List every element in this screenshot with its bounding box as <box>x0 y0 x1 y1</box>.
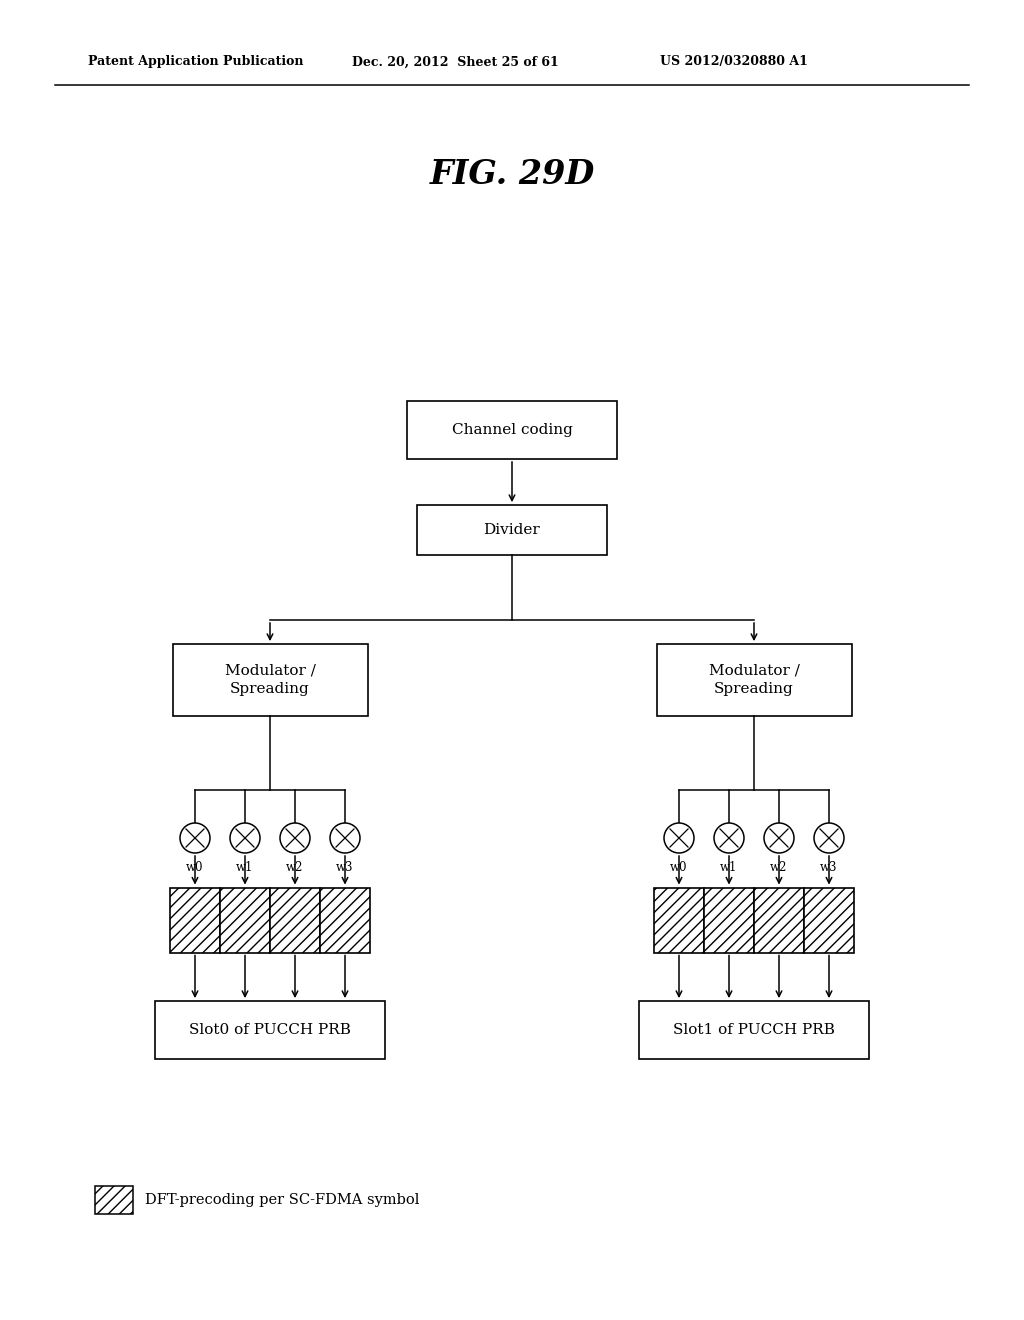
Bar <box>417 506 607 554</box>
Bar <box>804 887 854 953</box>
Bar <box>754 887 804 953</box>
Bar <box>654 887 705 953</box>
Text: w1: w1 <box>720 861 737 874</box>
Text: FIG. 29D: FIG. 29D <box>429 158 595 191</box>
Bar <box>639 1001 869 1059</box>
Text: w3: w3 <box>820 861 838 874</box>
Text: Dec. 20, 2012  Sheet 25 of 61: Dec. 20, 2012 Sheet 25 of 61 <box>352 55 559 69</box>
Ellipse shape <box>230 822 260 853</box>
Text: Channel coding: Channel coding <box>452 422 572 437</box>
Bar <box>656 644 852 715</box>
Text: w2: w2 <box>770 861 787 874</box>
Text: w2: w2 <box>287 861 304 874</box>
Ellipse shape <box>330 822 360 853</box>
Text: w0: w0 <box>671 861 688 874</box>
Text: w1: w1 <box>237 861 254 874</box>
Text: Modulator /
Spreading: Modulator / Spreading <box>224 664 315 696</box>
Ellipse shape <box>180 822 210 853</box>
Text: Patent Application Publication: Patent Application Publication <box>88 55 303 69</box>
Text: Slot1 of PUCCH PRB: Slot1 of PUCCH PRB <box>673 1023 835 1038</box>
Text: w0: w0 <box>186 861 204 874</box>
Bar <box>220 887 270 953</box>
Text: Modulator /
Spreading: Modulator / Spreading <box>709 664 800 696</box>
Bar <box>407 401 617 459</box>
Text: w3: w3 <box>336 861 353 874</box>
Bar <box>155 1001 385 1059</box>
Bar <box>170 887 220 953</box>
Text: US 2012/0320880 A1: US 2012/0320880 A1 <box>660 55 808 69</box>
Bar <box>270 887 319 953</box>
Bar <box>95 1185 133 1214</box>
Ellipse shape <box>814 822 844 853</box>
Text: Divider: Divider <box>483 523 541 537</box>
Bar <box>319 887 370 953</box>
Bar <box>172 644 368 715</box>
Ellipse shape <box>280 822 310 853</box>
Text: DFT-precoding per SC-FDMA symbol: DFT-precoding per SC-FDMA symbol <box>145 1193 420 1206</box>
Text: Slot0 of PUCCH PRB: Slot0 of PUCCH PRB <box>189 1023 351 1038</box>
Bar <box>705 887 754 953</box>
Ellipse shape <box>764 822 794 853</box>
Ellipse shape <box>714 822 744 853</box>
Ellipse shape <box>664 822 694 853</box>
